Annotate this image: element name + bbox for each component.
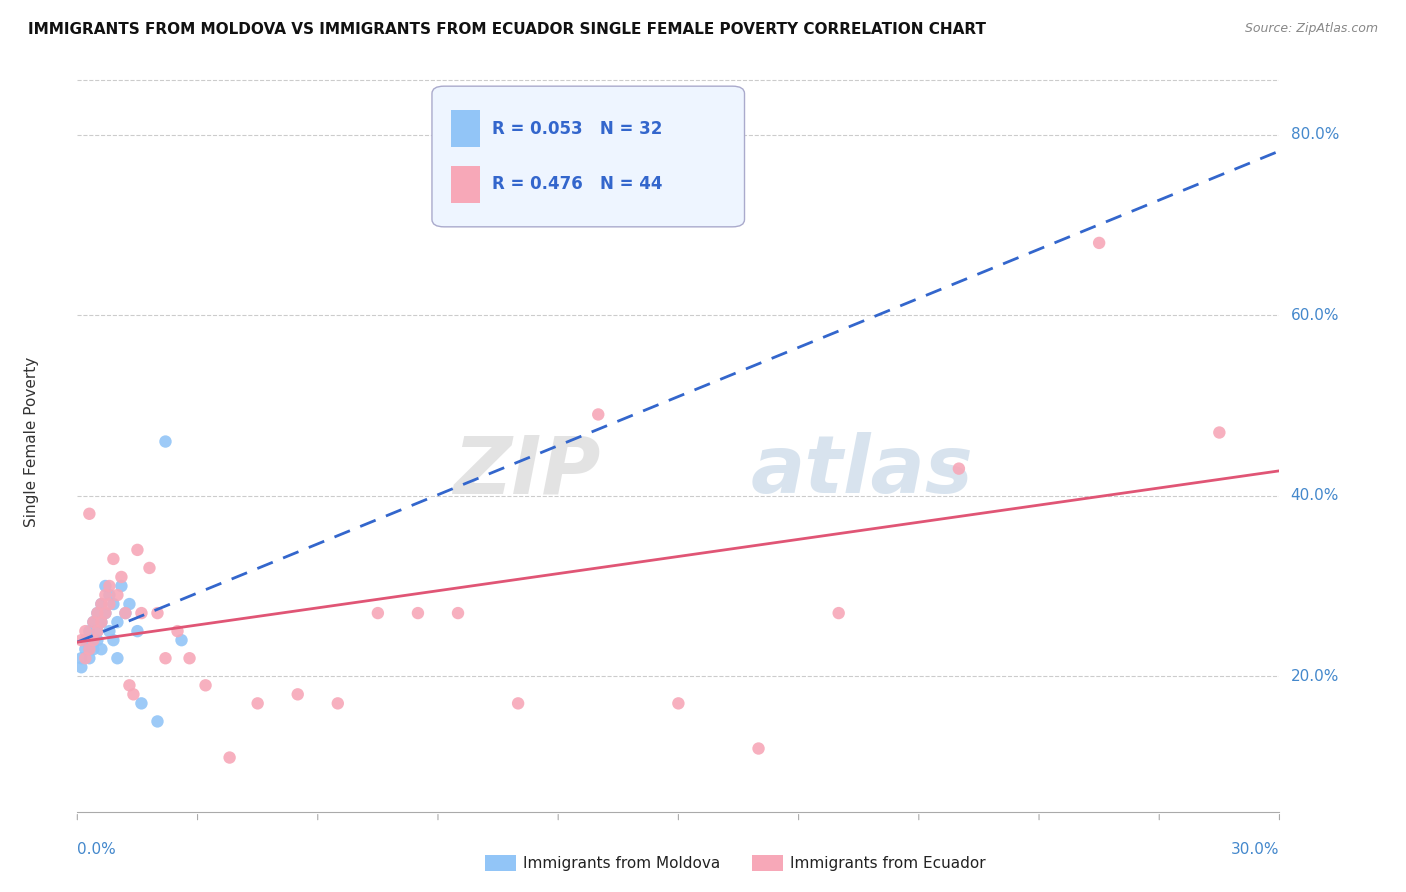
Point [246, 697, 269, 711]
Point [86, 606, 108, 620]
Point [118, 597, 141, 611]
Point [79, 642, 101, 657]
Text: 30.0%: 30.0% [1232, 842, 1279, 857]
Text: R = 0.476   N = 44: R = 0.476 N = 44 [492, 175, 662, 194]
Point [1088, 235, 1111, 250]
Text: R = 0.053   N = 32: R = 0.053 N = 32 [492, 120, 662, 137]
Text: 80.0%: 80.0% [1291, 127, 1339, 142]
Point [82, 642, 104, 657]
Point [75, 624, 97, 639]
Point [588, 408, 610, 422]
Point [94, 588, 117, 602]
Point [748, 741, 770, 756]
Text: 40.0%: 40.0% [1291, 488, 1339, 503]
Point [98, 579, 121, 593]
Point [103, 552, 125, 566]
Text: Single Female Poverty: Single Female Poverty [24, 357, 39, 526]
Text: Source: ZipAtlas.com: Source: ZipAtlas.com [1244, 22, 1378, 36]
Text: atlas: atlas [751, 432, 973, 510]
Point [146, 714, 169, 729]
FancyBboxPatch shape [432, 87, 745, 227]
Point [90, 615, 112, 629]
Point [75, 651, 97, 665]
Point [82, 615, 104, 629]
Point [82, 633, 104, 648]
Point [146, 606, 169, 620]
Point [94, 579, 117, 593]
Point [508, 697, 530, 711]
Point [218, 750, 240, 764]
Point [170, 633, 193, 648]
Point [90, 642, 112, 657]
Point [70, 651, 93, 665]
Text: IMMIGRANTS FROM MOLDOVA VS IMMIGRANTS FROM ECUADOR SINGLE FEMALE POVERTY CORRELA: IMMIGRANTS FROM MOLDOVA VS IMMIGRANTS FR… [28, 22, 986, 37]
Point [90, 597, 112, 611]
Point [79, 642, 101, 657]
Point [948, 461, 970, 475]
Point [107, 615, 129, 629]
Point [122, 687, 145, 701]
Point [114, 606, 136, 620]
Point [86, 633, 108, 648]
Point [86, 624, 108, 639]
Point [1208, 425, 1230, 440]
Point [179, 651, 201, 665]
Point [166, 624, 188, 639]
Point [287, 687, 309, 701]
Point [118, 678, 141, 692]
Point [326, 697, 349, 711]
Point [114, 606, 136, 620]
Point [98, 597, 121, 611]
Point [79, 651, 101, 665]
Point [98, 588, 121, 602]
Text: Immigrants from Ecuador: Immigrants from Ecuador [790, 856, 986, 871]
Point [668, 697, 690, 711]
Point [103, 597, 125, 611]
Point [131, 606, 153, 620]
Point [194, 678, 217, 692]
Point [75, 633, 97, 648]
Point [86, 624, 108, 639]
Point [406, 606, 429, 620]
Text: ZIP: ZIP [453, 432, 600, 510]
Text: 60.0%: 60.0% [1291, 308, 1339, 323]
Bar [451, 166, 479, 202]
Point [110, 570, 132, 584]
Point [155, 434, 177, 449]
Text: Immigrants from Moldova: Immigrants from Moldova [523, 856, 720, 871]
Point [79, 624, 101, 639]
Point [107, 588, 129, 602]
Point [127, 624, 149, 639]
Point [70, 633, 93, 648]
Point [367, 606, 389, 620]
Point [828, 606, 851, 620]
Point [127, 542, 149, 557]
Point [75, 642, 97, 657]
Point [131, 697, 153, 711]
Point [98, 624, 121, 639]
Point [82, 615, 104, 629]
Point [94, 606, 117, 620]
Text: 0.0%: 0.0% [77, 842, 117, 857]
Bar [451, 111, 479, 147]
Point [155, 651, 177, 665]
Point [90, 597, 112, 611]
Point [79, 507, 101, 521]
Point [70, 660, 93, 674]
Point [90, 615, 112, 629]
Text: 20.0%: 20.0% [1291, 669, 1339, 684]
Point [82, 633, 104, 648]
Point [447, 606, 470, 620]
Point [110, 579, 132, 593]
Point [138, 561, 160, 575]
Point [103, 633, 125, 648]
Point [94, 606, 117, 620]
Point [107, 651, 129, 665]
Point [86, 606, 108, 620]
